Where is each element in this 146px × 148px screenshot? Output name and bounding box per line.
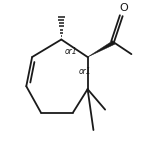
Text: or1: or1 <box>79 67 91 76</box>
Polygon shape <box>88 41 115 57</box>
Text: or1: or1 <box>64 47 77 56</box>
Text: O: O <box>120 3 128 12</box>
